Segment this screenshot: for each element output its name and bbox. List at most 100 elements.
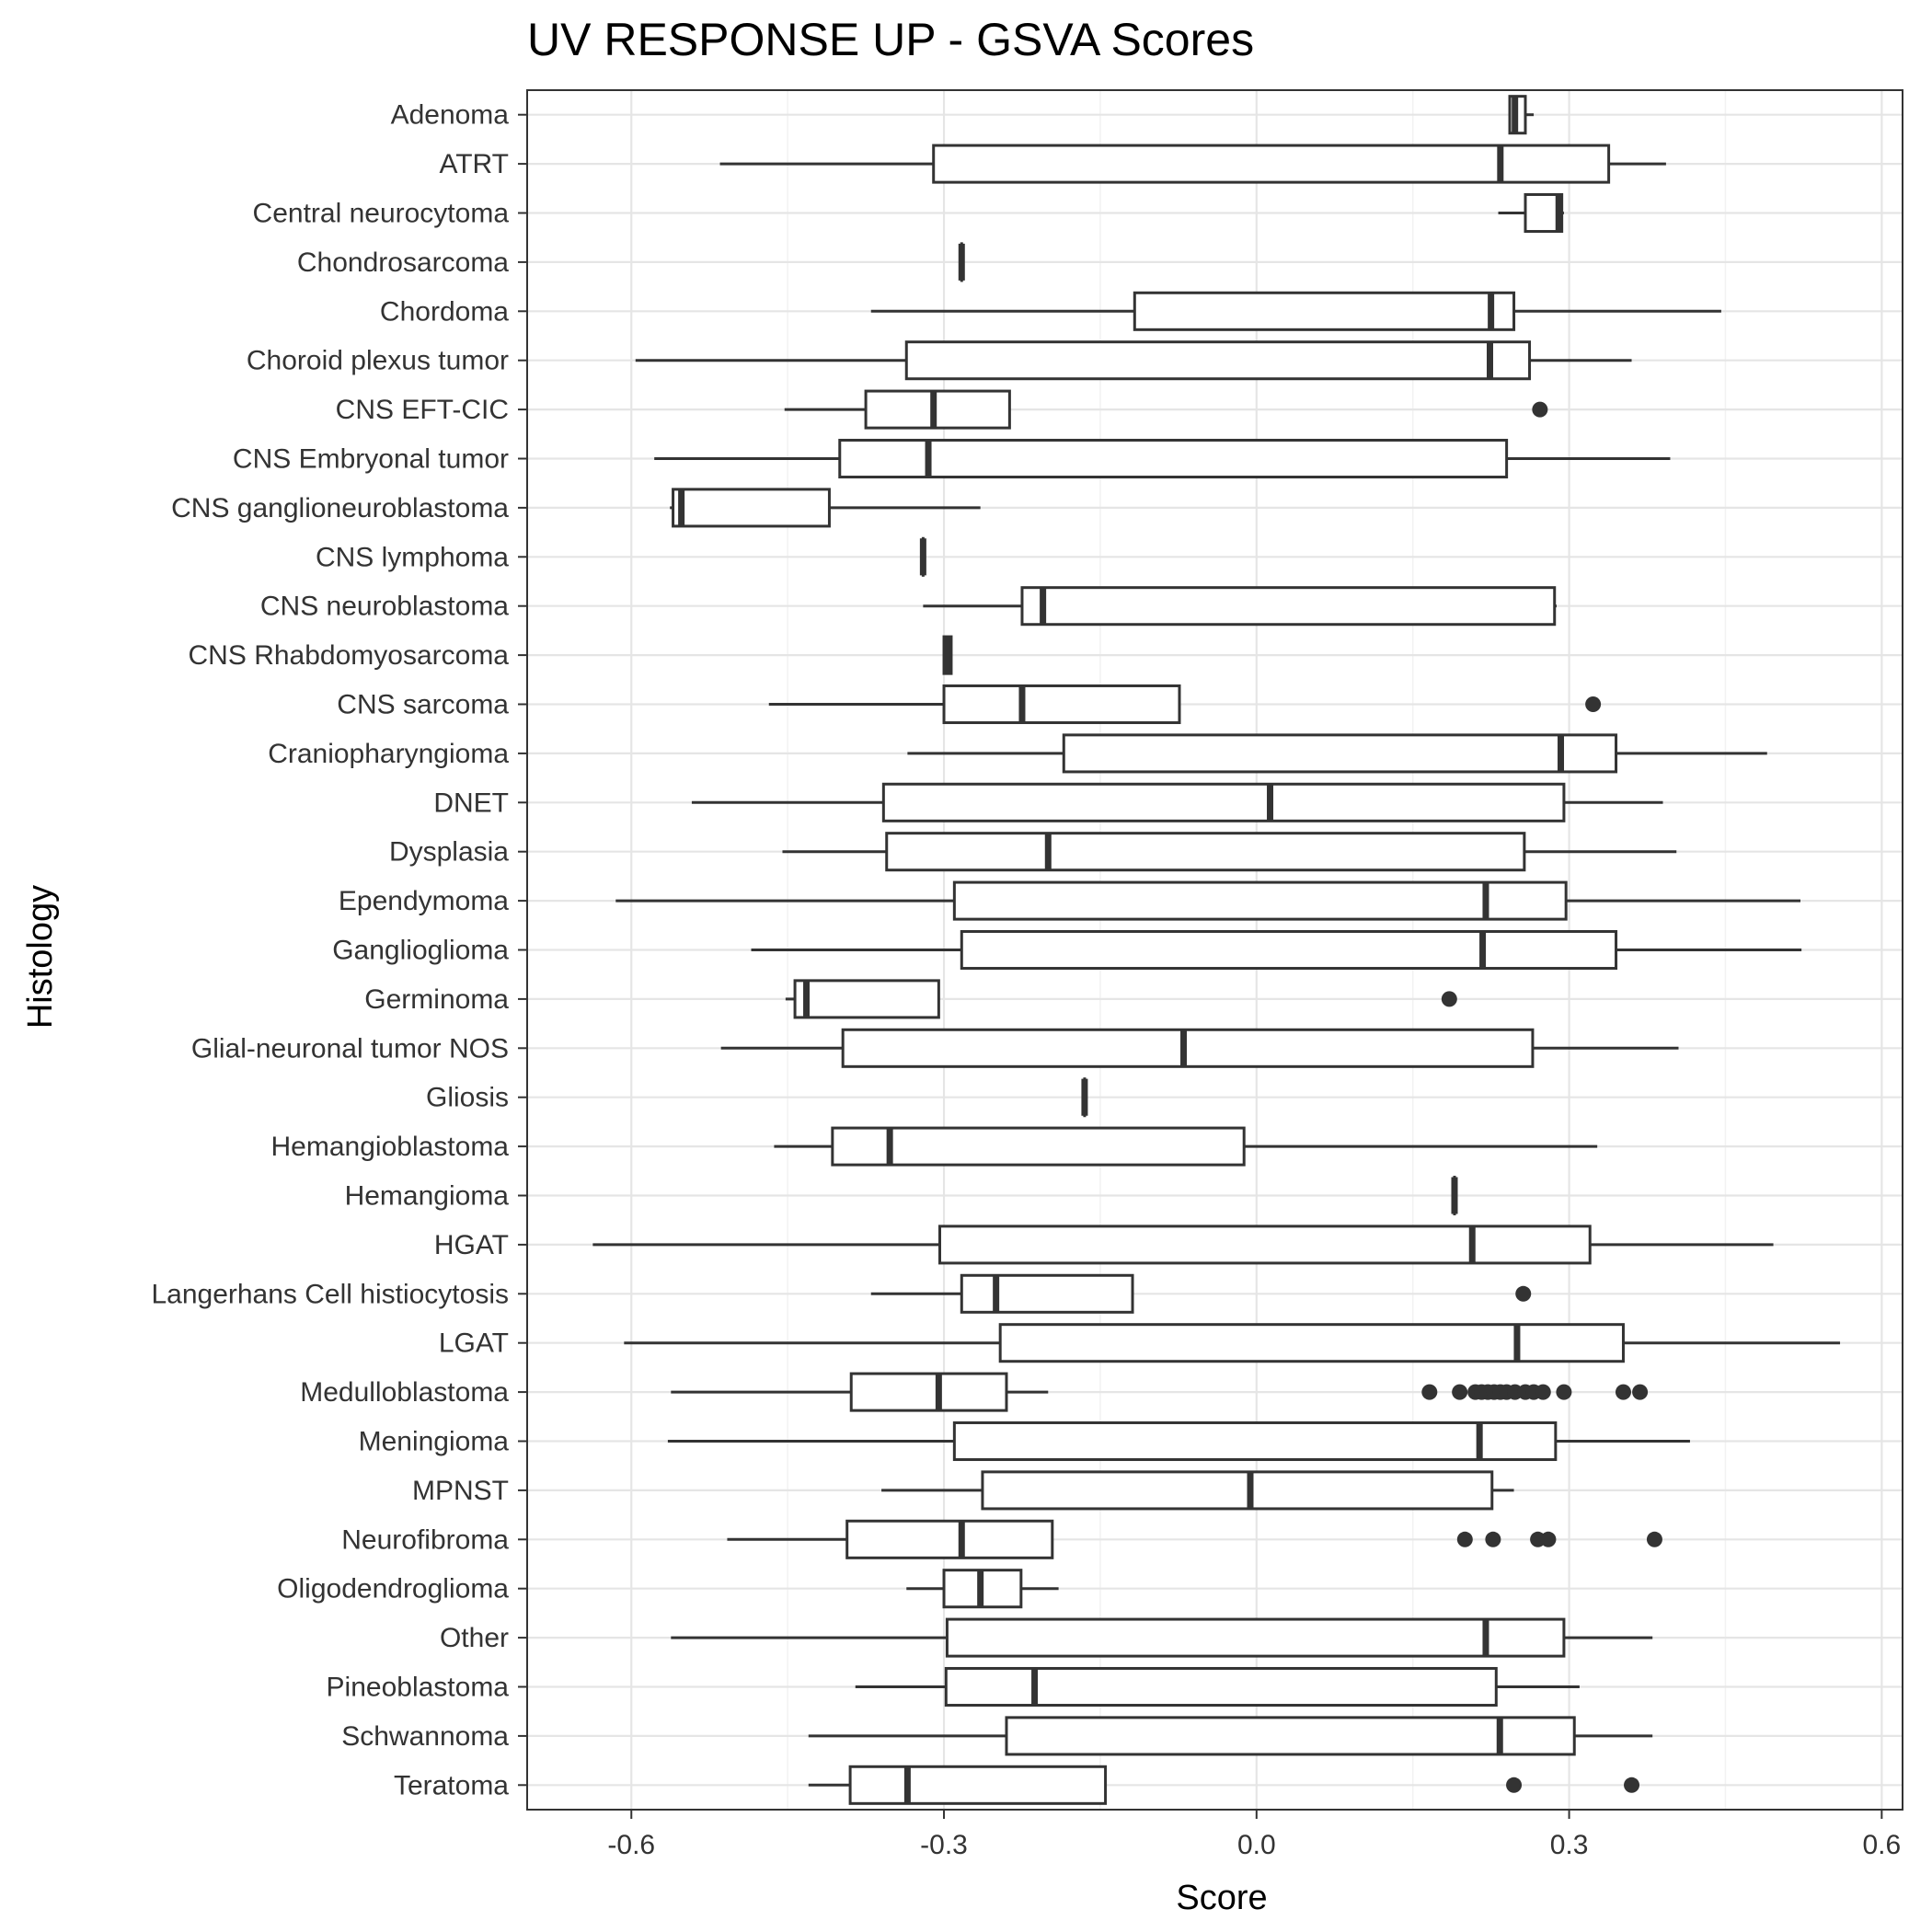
y-tick-label: Other (440, 1623, 509, 1653)
y-tick-label: CNS Rhabdomyosarcoma (189, 640, 510, 671)
y-tick-label: Craniopharyngioma (268, 739, 509, 769)
x-axis: -0.6 -0.3 0.0 0.3 0.6 (607, 1810, 1901, 1860)
box-group (654, 438, 1671, 479)
y-tick-label: Neurofibroma (341, 1524, 509, 1555)
box-iqr (960, 929, 1618, 971)
box-iqr (793, 979, 940, 1019)
y-tick-label: Teratoma (394, 1770, 509, 1800)
box-group (782, 832, 1677, 872)
box-group (881, 1470, 1514, 1511)
box-group (784, 389, 1548, 430)
box-iqr (960, 1273, 1134, 1314)
box-iqr (945, 1617, 1566, 1658)
box-group (855, 1666, 1580, 1708)
box-group (720, 1028, 1679, 1068)
x-axis-title: Score (1176, 1879, 1267, 1917)
outlier-point (1556, 1384, 1572, 1400)
y-tick-label: Choroid plexus tumor (247, 346, 509, 376)
box-group (870, 1273, 1532, 1314)
outlier-point (1441, 991, 1457, 1007)
box-group (1508, 95, 1535, 135)
y-axis: Teratoma Schwannoma Pineoblastoma Other Olig… (151, 100, 527, 1800)
box-iqr (904, 340, 1532, 381)
outlier-point (1515, 1285, 1532, 1302)
y-tick-label: HGAT (434, 1230, 509, 1260)
box-iqr (848, 1765, 1108, 1805)
box-group (907, 733, 1767, 774)
y-tick-label: Langerhans Cell histiocytosis (151, 1279, 509, 1309)
box-group (635, 340, 1632, 381)
box-iqr (841, 1028, 1535, 1068)
y-tick-label: Medulloblastoma (300, 1377, 509, 1408)
y-tick-label: ATRT (439, 149, 509, 179)
outlier-point (1646, 1531, 1662, 1547)
box-layer (592, 95, 1841, 1805)
box-iqr (952, 880, 1568, 921)
outlier-point (1452, 1384, 1468, 1400)
y-tick-label: CNS sarcoma (337, 690, 509, 720)
box-group (923, 586, 1557, 627)
y-tick-label: CNS neuroblastoma (260, 592, 509, 622)
box-iqr (981, 1470, 1494, 1511)
outlier-point (1585, 696, 1602, 712)
box-group (727, 1519, 1662, 1559)
box-group (785, 979, 1457, 1019)
y-tick-label: Glial-neuronal tumor NOS (191, 1033, 509, 1064)
outlier-point (1532, 401, 1548, 418)
box-group (774, 1126, 1598, 1167)
box-iqr (838, 438, 1509, 479)
box-group (615, 880, 1801, 921)
chart-title: UV RESPONSE UP - GSVA Scores (527, 14, 1254, 65)
box-group (671, 1372, 1649, 1412)
y-tick-label: Hemangioblastoma (271, 1132, 510, 1162)
y-axis-title: Histology (21, 885, 60, 1029)
box-group (671, 1617, 1653, 1658)
y-tick-label: MPNST (412, 1476, 509, 1506)
box-group (719, 144, 1666, 184)
box-iqr (998, 1323, 1625, 1363)
outlier-point (1421, 1384, 1438, 1400)
box-group (592, 1225, 1774, 1265)
y-tick-label: Germinoma (364, 984, 509, 1015)
box-group (667, 1420, 1690, 1462)
y-tick-label: Central neurocytoma (253, 199, 510, 229)
box-iqr (864, 389, 1011, 430)
outlier-point (1615, 1384, 1631, 1400)
box-iqr (932, 144, 1611, 184)
y-tick-label: Pineoblastoma (327, 1673, 510, 1703)
box-iqr (885, 832, 1526, 872)
box-iqr (1005, 1716, 1576, 1756)
y-tick-label: Gliosis (426, 1083, 509, 1113)
box-group (691, 782, 1663, 822)
box-iqr (1062, 733, 1618, 774)
x-tick-label: -0.6 (607, 1830, 655, 1860)
box-group (942, 635, 953, 675)
x-tick-label: 0.6 (1862, 1830, 1901, 1860)
y-tick-label: Meningioma (359, 1427, 510, 1457)
outlier-point (1540, 1531, 1557, 1547)
box-group (870, 291, 1721, 331)
box-iqr (672, 488, 831, 528)
y-tick-label: CNS Embryonal tumor (233, 444, 509, 475)
outlier-point (1456, 1531, 1473, 1547)
y-tick-label: Oligodendroglioma (277, 1574, 509, 1604)
y-tick-label: Chondrosarcoma (297, 247, 509, 278)
y-tick-label: Hemangioma (345, 1181, 510, 1212)
x-tick-label: 0.0 (1237, 1830, 1276, 1860)
y-tick-label: Schwannoma (341, 1721, 509, 1752)
box-group (768, 684, 1602, 725)
box-iqr (831, 1126, 1246, 1167)
y-tick-label: CNS lymphoma (316, 542, 509, 572)
box-iqr (845, 1519, 1054, 1559)
y-tick-label: Ependymoma (339, 886, 509, 916)
y-tick-label: CNS ganglioneuroblastoma (171, 493, 509, 523)
box-group (906, 1569, 1059, 1609)
box-group (1498, 192, 1564, 234)
box-group (751, 929, 1802, 971)
box-group (808, 1716, 1653, 1756)
box-iqr (938, 1225, 1592, 1265)
box-iqr (849, 1372, 1008, 1412)
y-tick-label: DNET (433, 788, 509, 818)
outlier-point (1632, 1384, 1649, 1400)
